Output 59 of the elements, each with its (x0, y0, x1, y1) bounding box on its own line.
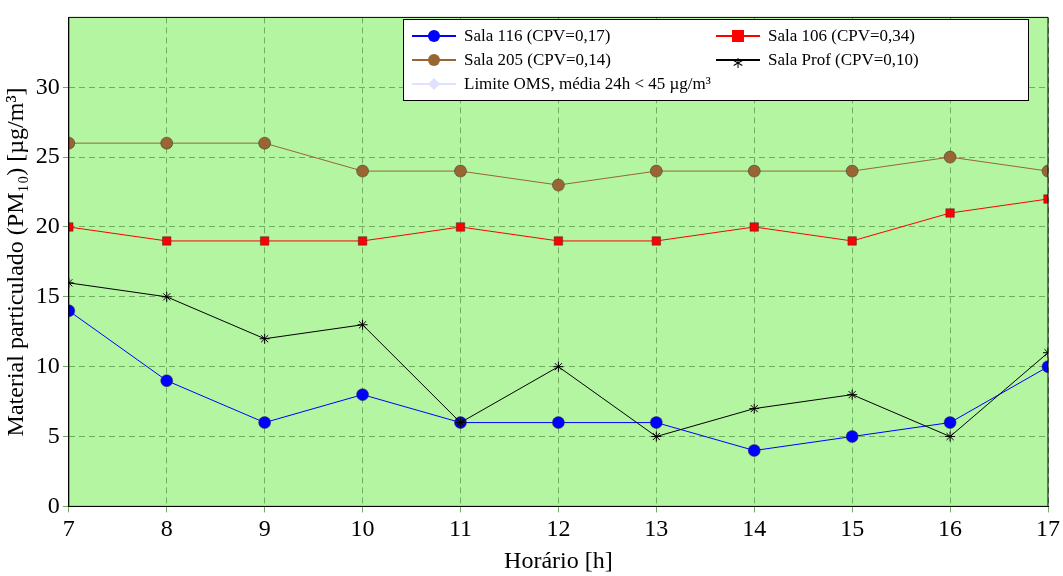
point (748, 403, 760, 415)
x-axis-title: Horário [h] (504, 546, 613, 573)
point (945, 208, 955, 218)
legend-label: Limite OMS, média 24h < 45 µg/m³ (464, 74, 711, 94)
x-tick-label: 7 (62, 515, 75, 542)
point (749, 222, 759, 232)
point (160, 136, 173, 150)
point (358, 236, 368, 246)
y-tick-label: 20 (35, 212, 60, 239)
legend-label: Sala 106 (CPV=0,34) (768, 26, 915, 46)
point (650, 431, 662, 443)
x-tick-label: 9 (258, 515, 271, 542)
y-tick-label: 30 (35, 72, 60, 99)
point (552, 178, 565, 192)
y-tick-label: 10 (35, 351, 60, 378)
point (356, 388, 369, 401)
y-axis-title: Material particulado (PM₁₀) [µg/m³] (1, 87, 28, 437)
point (944, 431, 956, 443)
point (260, 236, 270, 246)
point (258, 136, 271, 150)
y-tick-label: 15 (35, 282, 60, 309)
point (455, 222, 465, 232)
x-tick-label: 15 (840, 515, 865, 542)
x-tick-label: 17 (1036, 515, 1060, 542)
point (943, 416, 957, 429)
x-tick-label: 11 (448, 515, 473, 542)
point (747, 164, 761, 178)
point (845, 430, 859, 443)
x-tick-label: 13 (644, 515, 669, 542)
y-tick-label: 0 (47, 491, 60, 518)
point (650, 164, 663, 178)
y-tick-label: 25 (35, 142, 60, 169)
point (162, 236, 172, 246)
y-tick-label: 5 (47, 421, 60, 448)
point (356, 164, 369, 178)
point (847, 236, 857, 246)
point (259, 333, 271, 345)
point (650, 416, 663, 429)
point (160, 374, 173, 387)
x-tick-label: 8 (160, 515, 173, 542)
point (943, 150, 957, 164)
x-tick-label: 10 (350, 515, 375, 542)
x-tick-label: 14 (742, 515, 767, 542)
point (258, 416, 271, 429)
legend-label: Sala 116 (CPV=0,17) (464, 26, 611, 46)
point (357, 319, 369, 331)
legend-label: Sala Prof (CPV=0,10) (768, 50, 919, 70)
point (845, 164, 859, 178)
legend-label: Sala 205 (CPV=0,14) (464, 50, 611, 70)
x-tick-label: 12 (546, 515, 571, 542)
point (454, 164, 467, 178)
point (846, 389, 858, 401)
point (552, 361, 564, 373)
point (161, 291, 173, 303)
point (552, 416, 565, 429)
point (553, 236, 563, 246)
x-tick-label: 16 (938, 515, 963, 542)
point (651, 236, 661, 246)
point (747, 444, 761, 457)
